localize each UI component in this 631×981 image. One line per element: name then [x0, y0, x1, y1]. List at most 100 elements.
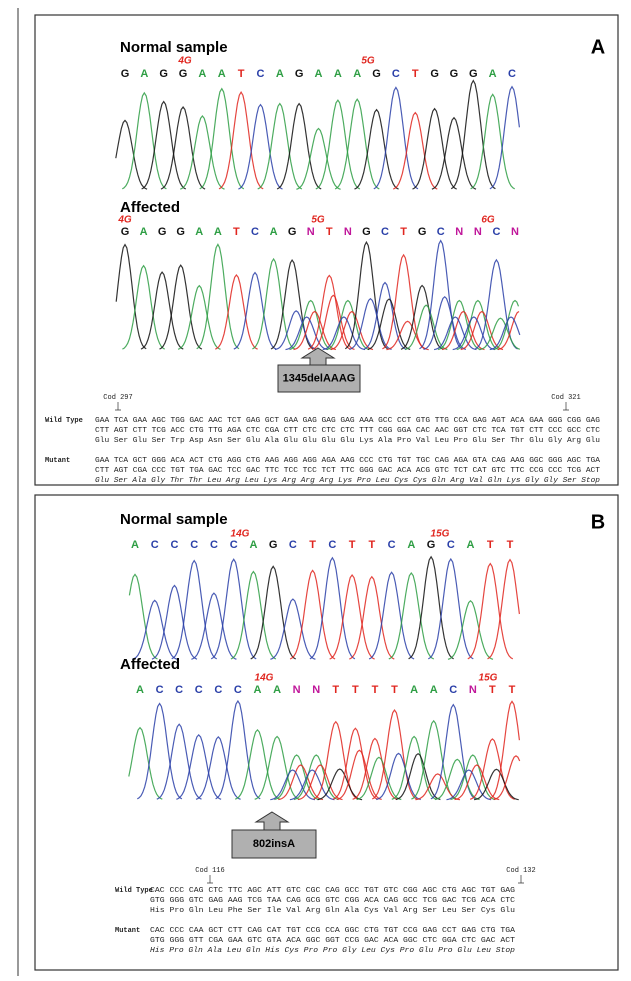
base-call: C — [289, 539, 297, 551]
chromatogram-peak — [290, 301, 332, 350]
base-call: C — [195, 684, 203, 696]
chromatogram-peak — [451, 81, 495, 189]
base-call: A — [467, 539, 475, 551]
base-call: A — [249, 539, 257, 551]
chromatogram-peak — [219, 92, 263, 189]
base-call: T — [332, 684, 339, 696]
base-call: C — [214, 684, 222, 696]
sequence-line: His Pro Gln Ala Leu Gln His Cys Pro Pro … — [150, 947, 515, 955]
chromatogram-peak — [357, 757, 402, 799]
base-call: C — [234, 684, 242, 696]
base-call: C — [190, 539, 198, 551]
chromatogram-peak — [488, 560, 520, 659]
base-call: G — [430, 68, 439, 80]
chromatogram-peak — [401, 286, 443, 350]
chromatogram-peak — [310, 558, 355, 659]
base-call: N — [455, 226, 463, 238]
sequence-line: CAC CCC CAG CTC TTC AGC ATT GTC CGC CAG … — [150, 887, 515, 895]
base-call: G — [121, 226, 130, 238]
base-call: C — [170, 539, 178, 551]
base-call: T — [372, 684, 379, 696]
base-call: T — [368, 539, 375, 551]
chromatogram-peak — [191, 593, 236, 659]
callout-arrow — [256, 812, 288, 830]
base-call: G — [362, 226, 371, 238]
chromatogram-peak — [374, 88, 418, 189]
base-call: T — [352, 684, 359, 696]
chromatogram-peak — [129, 574, 157, 659]
base-call: A — [407, 539, 415, 551]
sequence-line: Glu Ser Glu Ser Trp Asp Asn Ser Glu Ala … — [95, 437, 600, 445]
sequence-line: GAA TCA GCT GGG ACA ACT CTG AGG CTG AAG … — [95, 457, 601, 465]
base-call: G — [295, 68, 304, 80]
base-call: A — [198, 68, 206, 80]
base-call: A — [410, 684, 418, 696]
base-call: A — [273, 684, 281, 696]
base-call: C — [328, 539, 336, 551]
base-call: A — [276, 68, 284, 80]
base-call: A — [430, 684, 438, 696]
base-call: T — [233, 226, 240, 238]
sequence-line: CTT AGT CGA CCC TGT TGA GAC TCC GAC TTC … — [95, 467, 600, 475]
base-call: A — [489, 68, 497, 80]
chromatogram-peak — [132, 600, 177, 659]
base-call: C — [381, 226, 389, 238]
base-call: C — [392, 68, 400, 80]
chromatogram-peak — [333, 728, 378, 799]
chromatogram-peak — [180, 116, 224, 189]
sequence-line: CAC CCC CAA GCT CTT CAG CAT TGT CCG CCA … — [150, 927, 516, 935]
base-call: C — [210, 539, 218, 551]
base-call: C — [449, 684, 457, 696]
panel-label: B — [591, 511, 605, 533]
panel-label: A — [591, 36, 605, 58]
base-call: G — [288, 226, 297, 238]
chromatogram-peak — [152, 586, 197, 660]
repeat-annotation: 15G — [479, 673, 498, 684]
base-call: N — [474, 226, 482, 238]
repeat-annotation: 14G — [255, 673, 274, 684]
chromatogram-peak — [172, 561, 217, 659]
sequence-line: GTG GGG GTC GAG AAG TCG TAA CAG GCG GTC … — [150, 897, 515, 905]
chromatogram-peak — [116, 120, 147, 189]
chromatogram-peak — [355, 110, 399, 190]
base-call: A — [214, 226, 222, 238]
base-call: T — [349, 539, 356, 551]
base-call: T — [487, 539, 494, 551]
codon-label: Cod 116 — [195, 867, 224, 875]
sequence-line: His Pro Gln Leu Phe Ser Ile Val Arg Gln … — [150, 907, 515, 915]
base-call: G — [176, 226, 185, 238]
sequence-line: Glu Ser Ala Gly Thr Thr Leu Arg Leu Lys … — [95, 477, 600, 485]
chromatogram-peak — [435, 759, 480, 799]
base-call: A — [195, 226, 203, 238]
base-call: A — [353, 68, 361, 80]
chromatogram-peak — [475, 260, 517, 349]
repeat-annotation: 5G — [361, 56, 375, 67]
chromatogram-peak — [431, 705, 476, 799]
chromatogram-peak — [178, 286, 220, 350]
base-call: C — [175, 684, 183, 696]
row-name: Wild Type — [45, 417, 83, 425]
chromatogram-peak — [157, 724, 202, 799]
sequence-line: GAA TCA GAA AGC TGG GAC AAC TCT GAG GCT … — [95, 417, 600, 425]
base-call: N — [511, 226, 519, 238]
chromatogram-peak — [290, 570, 335, 659]
base-call: C — [388, 539, 396, 551]
chromatogram-peak — [451, 755, 496, 800]
base-call: A — [218, 68, 226, 80]
base-call: C — [437, 226, 445, 238]
codon-label: Cod 297 — [103, 394, 132, 402]
base-call: A — [136, 684, 144, 696]
sequence-line: CTT AGT CTT TCG ACC CTG TTG AGA CTC CGA … — [95, 427, 600, 435]
chromatogram-peak — [137, 704, 182, 799]
codon-pointer — [563, 402, 569, 410]
base-call: T — [400, 226, 407, 238]
chromatogram-peak — [447, 770, 492, 800]
chromatogram-peak — [160, 265, 202, 349]
base-call: G — [158, 226, 167, 238]
base-call: G — [469, 68, 478, 80]
base-call: T — [489, 684, 496, 696]
base-call: N — [293, 684, 301, 696]
chromatogram-peak — [353, 739, 398, 800]
base-call: T — [412, 68, 419, 80]
base-call: T — [238, 68, 245, 80]
